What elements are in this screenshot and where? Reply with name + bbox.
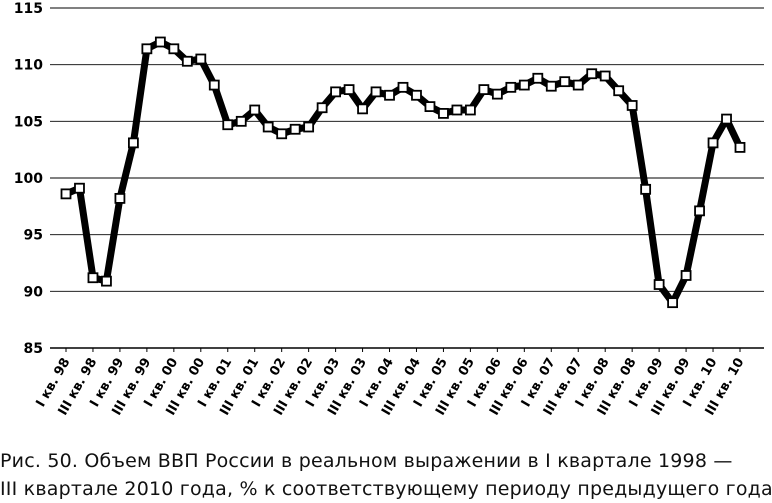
data-point-marker [343, 84, 355, 95]
data-point-marker [303, 121, 315, 133]
data-point-marker [532, 72, 544, 84]
y-tick-label: 90 [24, 284, 44, 300]
data-point-marker [424, 101, 436, 112]
data-point-marker [316, 102, 328, 114]
y-tick-label: 115 [14, 1, 43, 17]
data-point-marker [464, 104, 476, 116]
data-point-marker [168, 43, 180, 55]
data-point-marker [141, 43, 153, 55]
data-point-marker [87, 272, 99, 284]
data-point-marker [626, 100, 638, 111]
data-point-marker [721, 113, 732, 125]
data-point-marker [181, 55, 193, 67]
data-point-marker [518, 79, 530, 91]
y-tick-label: 100 [14, 171, 43, 187]
data-point-marker [330, 86, 342, 98]
data-point-marker [235, 115, 247, 127]
data-point-marker [195, 53, 207, 65]
data-point-marker [370, 86, 382, 98]
data-point-marker [667, 297, 678, 309]
data-point-marker [545, 80, 557, 92]
data-point-marker [60, 188, 72, 200]
y-tick-label: 105 [14, 114, 43, 130]
data-point-marker [491, 88, 503, 100]
data-point-marker [653, 279, 665, 290]
data-point-marker [707, 137, 719, 149]
y-tick-label: 95 [24, 228, 43, 244]
figure-caption: Рис. 50. Объем ВВП России в реальном выр… [0, 447, 772, 503]
caption-line-1: Рис. 50. Объем ВВП России в реальном выр… [0, 450, 733, 472]
data-point-marker [559, 76, 571, 88]
data-point-marker [384, 89, 395, 101]
y-axis: 85 90 95 100 105 110 115 [14, 1, 43, 357]
data-point-marker [505, 81, 517, 93]
caption-line-2: III квартале 2010 года, % к соответствую… [0, 478, 772, 500]
data-point-marker [114, 192, 126, 204]
data-point-marker [694, 205, 705, 217]
data-point-marker [262, 121, 274, 133]
data-point-marker [478, 84, 490, 95]
data-point-marker [680, 270, 692, 281]
data-point-marker [397, 81, 409, 93]
data-point-marker [208, 79, 220, 91]
data-point-marker [127, 137, 139, 149]
data-point-marker [357, 103, 368, 115]
data-point-marker [586, 68, 598, 80]
data-point-marker [451, 104, 463, 116]
data-point-marker [289, 123, 301, 135]
data-point-marker [222, 119, 234, 131]
data-point-marker [438, 108, 449, 119]
series-line [62, 38, 744, 307]
y-tick-label: 85 [24, 341, 43, 357]
data-point-marker [572, 79, 584, 91]
grid-lines [50, 7, 764, 349]
data-point-marker [74, 182, 85, 194]
data-point-marker [599, 70, 611, 82]
data-point-marker [276, 128, 288, 140]
data-point-marker [101, 275, 112, 287]
data-point-marker [154, 36, 166, 48]
data-point-marker [734, 141, 746, 153]
data-point-marker [411, 89, 422, 101]
y-tick-label: 110 [14, 58, 43, 74]
data-point-marker [249, 104, 261, 116]
series-group [60, 36, 746, 309]
data-point-marker [613, 85, 625, 97]
data-point-marker [640, 183, 652, 195]
